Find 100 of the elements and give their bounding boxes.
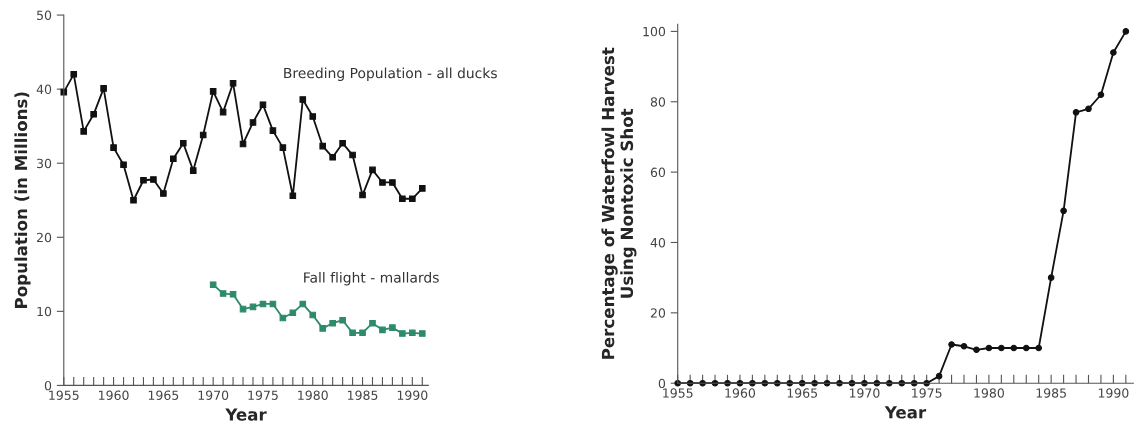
point: [339, 139, 346, 147]
point: [299, 96, 307, 103]
point: [379, 326, 386, 334]
x-tick-label: 1965: [148, 390, 179, 400]
point: [259, 101, 267, 108]
x-tick-label: 1975: [248, 390, 278, 400]
x-tick-label: 1980: [974, 388, 1004, 398]
point: [349, 151, 356, 159]
x-tick-label: 1970: [849, 388, 880, 398]
y-tick-label: 60: [650, 167, 666, 178]
point: [269, 127, 277, 134]
point: [309, 113, 317, 120]
point: [140, 176, 147, 184]
point: [189, 167, 197, 174]
point: [399, 195, 406, 203]
x-tick-label: 1970: [198, 390, 229, 400]
y-axis-title: Percentage of Waterfowl Harvest Using Nontoxic Shot: [601, 47, 637, 359]
point: [229, 79, 237, 87]
x-tick-label: 1955: [663, 388, 693, 398]
x-tick-label: 1980: [298, 390, 328, 400]
series-label: Breeding Population - all ducks: [284, 67, 497, 81]
point: [329, 153, 336, 161]
point: [1122, 28, 1130, 35]
point: [960, 342, 968, 350]
point: [319, 142, 326, 150]
point: [418, 185, 426, 192]
series-label: Fall flight - mallards: [304, 271, 439, 286]
x-tick-label: 1955: [49, 390, 79, 400]
y-tick-label: 10: [37, 306, 52, 317]
point: [349, 329, 356, 337]
point: [369, 319, 376, 327]
point: [249, 119, 257, 126]
y-tick-label: 0: [658, 378, 666, 389]
x-tick-label: 1990: [1098, 388, 1129, 398]
point: [399, 330, 406, 337]
point: [985, 344, 993, 352]
point: [1022, 344, 1030, 352]
point: [1047, 274, 1055, 281]
point: [339, 316, 346, 324]
point: [130, 196, 137, 204]
point: [359, 329, 366, 337]
y-tick-label: 40: [650, 237, 666, 248]
point: [948, 341, 955, 348]
point: [1060, 207, 1067, 215]
point: [150, 176, 157, 183]
point: [170, 155, 177, 163]
point: [90, 111, 97, 118]
point: [998, 344, 1005, 352]
y-axis-title: Population (in Millions): [14, 92, 31, 308]
point: [1085, 105, 1092, 113]
point: [319, 325, 326, 332]
point: [209, 281, 217, 288]
y-tick-label: 20: [650, 308, 666, 318]
point: [1110, 49, 1117, 56]
point: [1010, 344, 1018, 352]
point: [289, 192, 297, 200]
point: [1035, 344, 1042, 352]
point: [160, 190, 167, 197]
point: [369, 166, 376, 174]
y-tick-label: 50: [37, 10, 52, 20]
y-tick-label: 40: [36, 84, 52, 95]
point: [1097, 91, 1105, 99]
point: [199, 131, 207, 139]
point: [418, 330, 426, 337]
point: [120, 161, 127, 168]
x-tick-label: 1985: [1036, 388, 1066, 398]
point: [329, 319, 336, 327]
point: [299, 300, 307, 308]
point: [209, 88, 217, 95]
point: [100, 85, 107, 92]
point: [389, 179, 396, 186]
point: [379, 179, 386, 186]
point: [1072, 109, 1080, 116]
y-tick-label: 0: [44, 380, 52, 391]
point: [80, 128, 87, 135]
point: [70, 71, 78, 78]
point: [389, 324, 396, 331]
x-axis-title: Year: [884, 406, 927, 419]
point: [409, 329, 416, 337]
x-tick-label: 1975: [912, 388, 942, 398]
x-tick-label: 1985: [348, 390, 378, 400]
x-tick-label: 1960: [725, 388, 756, 398]
x-tick-label: 1990: [397, 390, 428, 400]
point: [110, 144, 117, 151]
point: [229, 291, 237, 298]
point: [309, 311, 317, 319]
point: [219, 290, 227, 297]
point: [935, 372, 943, 380]
point: [279, 144, 287, 151]
y-tick-label: 20: [36, 232, 52, 243]
point: [359, 191, 366, 199]
point: [179, 139, 187, 147]
x-tick-label: 1960: [99, 390, 129, 400]
y-tick-label: 100: [643, 26, 666, 37]
x-axis-title: Year: [225, 408, 267, 421]
point: [973, 346, 980, 354]
x-tick-label: 1965: [787, 388, 817, 398]
point: [409, 195, 416, 203]
y-tick-label: 30: [37, 158, 52, 169]
y-tick-label: 80: [650, 97, 666, 107]
